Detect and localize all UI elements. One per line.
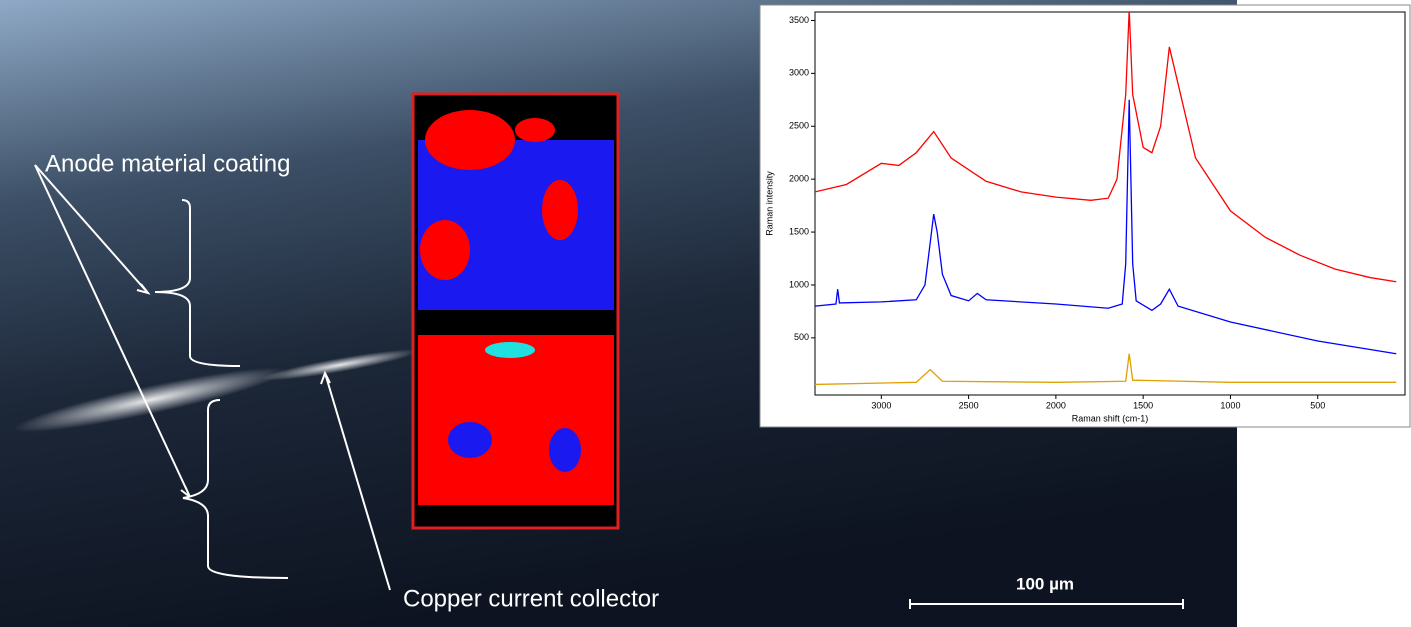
y-tick-label: 3500 — [789, 15, 809, 25]
chart-panel — [760, 5, 1410, 427]
annotation: Anode material coating — [45, 150, 290, 177]
x-tick-label: 1000 — [1220, 400, 1240, 410]
x-tick-label: 2000 — [1046, 400, 1066, 410]
y-tick-label: 2500 — [789, 121, 809, 131]
annotation: Copper current collector — [403, 585, 659, 612]
x-tick-label: 3000 — [871, 400, 891, 410]
y-axis-label: Raman intensity — [764, 171, 774, 236]
figure: Anode material coating Copper current co… — [0, 0, 1411, 627]
y-tick-label: 1500 — [789, 226, 809, 236]
y-tick-label: 500 — [794, 332, 809, 342]
scale-bar-label: 100 µm — [1016, 574, 1074, 593]
y-tick-label: 2000 — [789, 174, 809, 184]
raman-map — [413, 94, 618, 528]
x-tick-label: 1500 — [1133, 400, 1153, 410]
y-tick-label: 1000 — [789, 279, 809, 289]
canvas: Anode material coating Copper current co… — [0, 0, 1411, 627]
x-axis-label: Raman shift (cm-1) — [1072, 413, 1149, 423]
x-tick-label: 500 — [1310, 400, 1325, 410]
y-tick-label: 3000 — [789, 68, 809, 78]
x-tick-label: 2500 — [959, 400, 979, 410]
